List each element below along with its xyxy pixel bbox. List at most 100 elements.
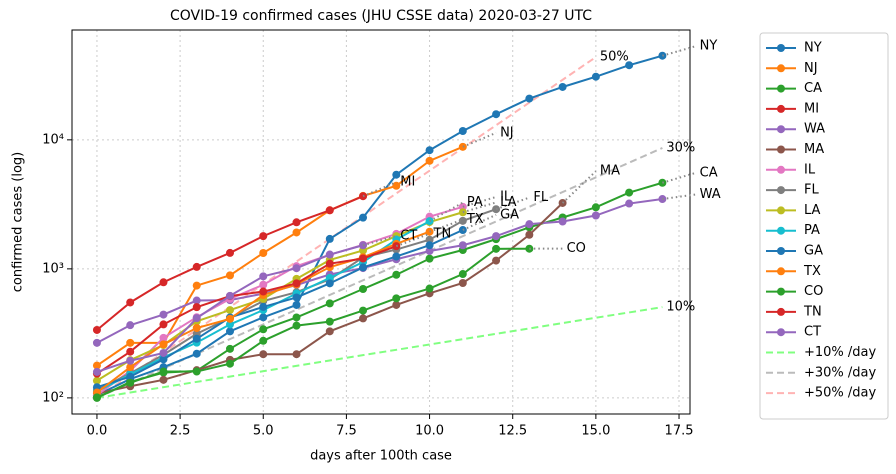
data-point [492, 232, 501, 241]
data-point [325, 327, 334, 336]
legend-marker [777, 84, 785, 93]
y-tick-label: 10² [42, 390, 64, 405]
series-line [96, 181, 663, 399]
legend-marker [777, 186, 785, 195]
data-point [425, 241, 434, 250]
y-tick-label: 10³ [42, 261, 64, 276]
legend-label: LA [804, 203, 821, 218]
x-tick-label: 2.5 [170, 424, 191, 439]
extrapolation [462, 195, 497, 208]
data-point [425, 246, 434, 255]
data-point [259, 325, 268, 334]
data-point [292, 300, 301, 309]
legend-label: MI [804, 101, 819, 116]
legend-label: TX [803, 264, 821, 279]
data-point [359, 285, 368, 294]
series-end-label: WA [700, 187, 721, 202]
data-point [126, 338, 135, 347]
data-point [392, 294, 401, 303]
chart-title: COVID-19 confirmed cases (JHU CSSE data)… [170, 8, 592, 24]
series-end-label: FL [533, 190, 548, 205]
legend-label: PA [804, 223, 820, 238]
legend-label: CO [804, 284, 823, 299]
extrapolation [362, 181, 397, 198]
data-point [192, 349, 201, 358]
extrapolation [429, 218, 464, 233]
legend-label: MA [804, 142, 824, 157]
data-point [159, 355, 168, 364]
series-line [96, 229, 464, 389]
x-axis-label: days after 100th case [310, 449, 452, 464]
data-point [591, 203, 600, 212]
legend-label: WA [804, 122, 825, 137]
data-point [458, 126, 467, 135]
series-end-label: MI [400, 175, 415, 190]
data-point [292, 321, 301, 330]
reference-label: 10% [666, 300, 695, 315]
data-point [159, 320, 168, 329]
data-point [392, 300, 401, 309]
series-end-label: TN [433, 226, 452, 241]
legend-marker [777, 226, 785, 235]
series-end-label: TX [466, 212, 484, 227]
reference-line [96, 306, 663, 399]
data-point [525, 94, 534, 103]
data-point [225, 344, 234, 353]
data-point [126, 356, 135, 365]
legend-label: CT [804, 325, 821, 340]
extrapolation [362, 234, 397, 247]
extrapolation [395, 232, 430, 248]
series-end-label: GA [500, 207, 519, 222]
data-point [259, 302, 268, 311]
data-point [259, 280, 268, 289]
data-point [126, 378, 135, 387]
data-point [392, 252, 401, 261]
data-point [126, 363, 135, 372]
data-point [292, 228, 301, 237]
legend-marker [777, 125, 785, 134]
data-point [492, 256, 501, 265]
data-point [225, 271, 234, 280]
data-point [192, 262, 201, 271]
data-point [325, 279, 334, 288]
data-point [292, 350, 301, 359]
legend-marker [777, 267, 785, 276]
series-line [96, 205, 464, 396]
legend-label: +30% /day [804, 365, 877, 380]
data-point [525, 230, 534, 239]
extrapolation [561, 170, 597, 204]
series-end-label: CO [567, 241, 586, 256]
data-point [425, 146, 434, 155]
data-point [425, 254, 434, 263]
data-point [359, 306, 368, 315]
series-line [96, 54, 663, 397]
data-point [325, 234, 334, 243]
data-point [492, 244, 501, 253]
data-point [325, 259, 334, 268]
data-point [159, 278, 168, 287]
series-end-label: NJ [500, 125, 514, 140]
data-point [92, 325, 101, 334]
data-point [225, 327, 234, 336]
data-point [159, 367, 168, 376]
extrapolation [462, 213, 497, 231]
data-point [325, 250, 334, 259]
data-point [192, 334, 201, 343]
data-point [458, 241, 467, 250]
data-point [625, 188, 634, 197]
data-point [359, 263, 368, 272]
legend-marker [777, 145, 785, 154]
data-point [292, 279, 301, 288]
legend-marker [777, 307, 785, 316]
data-point [558, 82, 567, 91]
y-axis-label: confirmed cases (log) [11, 152, 26, 292]
data-point [225, 291, 234, 300]
data-point [225, 248, 234, 257]
data-point [126, 372, 135, 381]
data-point [126, 321, 135, 330]
legend-label: NJ [804, 61, 818, 76]
data-point [292, 293, 301, 302]
x-tick-label: 5.0 [253, 424, 274, 439]
data-point [259, 350, 268, 359]
data-point [359, 213, 368, 222]
